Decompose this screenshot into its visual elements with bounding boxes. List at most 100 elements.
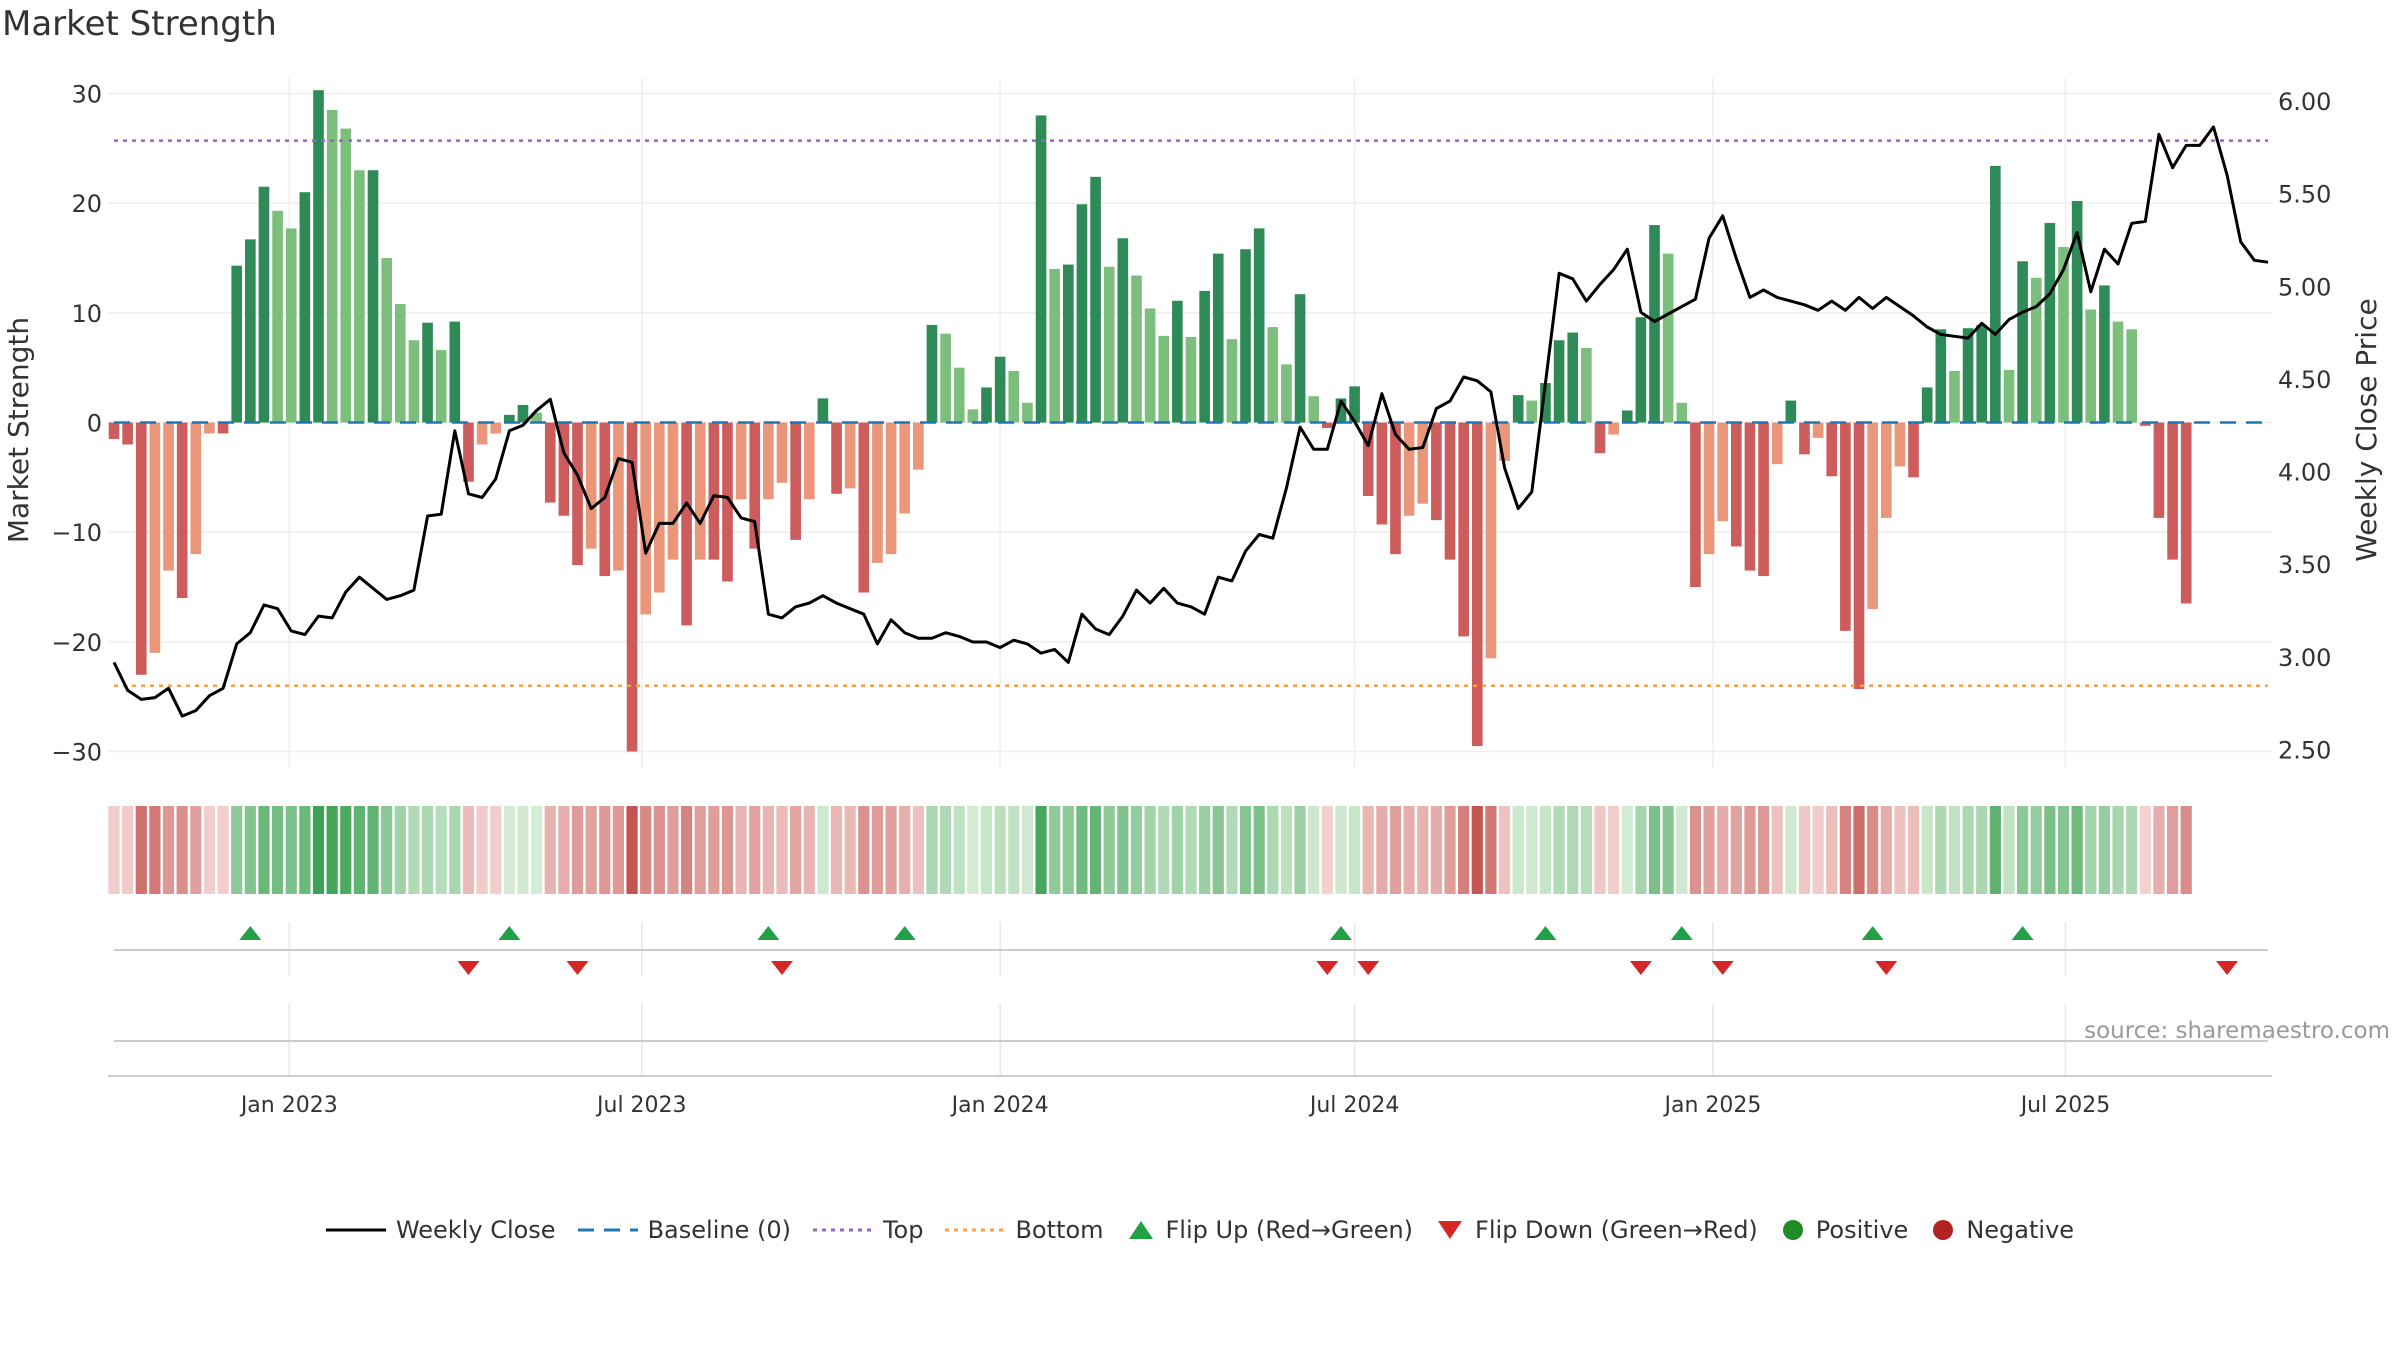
legend-item-flip-down: Flip Down (Green→Red) <box>1435 1216 1758 1244</box>
strength-bar <box>1144 308 1156 423</box>
x-tick-label: Jul 2024 <box>1308 1093 1400 1118</box>
flip-up-marker <box>757 926 780 940</box>
legend-item-negative: Negative <box>1930 1216 2074 1244</box>
heat-cell <box>162 806 175 894</box>
heat-cell <box>803 806 815 894</box>
heat-cell <box>1730 806 1742 894</box>
strength-bar <box>2126 329 2137 423</box>
strength-bar <box>1008 370 1020 423</box>
heat-cell <box>1226 806 1238 894</box>
heat-cell <box>1935 806 1947 894</box>
strength-bar <box>1335 398 1347 423</box>
heat-cell <box>2153 806 2165 894</box>
heat-cell <box>326 806 338 894</box>
strength-bar <box>1444 422 1456 560</box>
strength-bar <box>817 398 829 423</box>
heat-cell <box>2044 806 2056 894</box>
x-tick-label: Jul 2023 <box>595 1093 687 1118</box>
heat-cell <box>708 806 720 894</box>
strength-bar <box>449 321 461 423</box>
strength-bar <box>1880 422 1892 518</box>
heat-cell <box>1171 806 1183 894</box>
heat-cell <box>585 806 597 894</box>
strength-bar <box>2030 277 2042 423</box>
strength-bar <box>763 422 774 500</box>
strength-bar <box>1267 327 1279 423</box>
heat-cell <box>1948 806 1961 894</box>
flip-down-marker <box>1629 961 1652 975</box>
heat-cell <box>858 806 870 894</box>
strength-bar <box>613 422 624 571</box>
heat-cell <box>2003 806 2015 894</box>
y-tick-label-right: 3.50 <box>2278 551 2331 579</box>
strength-bar <box>2099 285 2110 423</box>
heat-cell <box>599 806 611 894</box>
strength-bar <box>1567 332 1579 423</box>
heat-cell <box>517 806 529 894</box>
y-tick-label-left: −30 <box>51 739 102 767</box>
strength-bar <box>694 422 706 560</box>
strength-bar <box>2044 222 2056 423</box>
strength-bar <box>394 304 406 423</box>
heat-cell <box>312 806 325 894</box>
heat-cell <box>190 806 202 894</box>
strength-bar <box>1212 253 1224 423</box>
strength-bar <box>1594 422 1606 454</box>
strength-bar <box>1512 395 1524 423</box>
heat-cell <box>1089 806 1102 894</box>
heat-cell <box>108 806 120 894</box>
weekly-close-line <box>112 125 2269 718</box>
heat-cell <box>640 806 652 894</box>
legend-line-icon <box>325 1228 386 1232</box>
strength-bar <box>2112 321 2124 423</box>
heat-cell <box>2139 806 2151 894</box>
heat-cell <box>926 806 938 894</box>
strength-bar <box>2180 422 2192 604</box>
heat-cell <box>203 806 216 894</box>
strength-bar <box>313 90 324 423</box>
strength-bar <box>1199 290 1210 423</box>
strength-bar <box>163 422 174 571</box>
heat-cell <box>1621 806 1633 894</box>
strength-bar <box>831 422 842 494</box>
strength-bar <box>1676 402 1688 423</box>
heat-cell <box>1267 806 1279 894</box>
heat-cell <box>1403 806 1415 894</box>
heat-cell <box>490 806 502 894</box>
strength-bar <box>872 422 883 563</box>
grid-lines <box>108 78 2272 1076</box>
heat-cell <box>244 806 256 894</box>
heat-cell <box>844 806 856 894</box>
heat-cell <box>762 806 774 894</box>
strength-bar <box>803 422 815 500</box>
flip-up-marker <box>239 926 262 940</box>
legend-label: Weekly Close <box>395 1216 556 1244</box>
heat-cell <box>1471 806 1483 894</box>
heat-cell <box>1976 806 1988 894</box>
heat-cell <box>940 806 952 894</box>
strength-bar <box>653 422 665 593</box>
strength-bar <box>1690 422 1701 588</box>
reference-lines <box>114 139 2268 687</box>
legend-item-flip-up: Flip Up (Red→Green) <box>1126 1216 1413 1244</box>
y-tick-label-right: 3.00 <box>2278 644 2331 672</box>
strength-bar <box>2167 422 2178 560</box>
strength-bar <box>1485 422 1497 659</box>
strength-bar <box>1976 324 1988 423</box>
heat-cell <box>408 806 420 894</box>
strength-bar <box>1376 422 1388 525</box>
strength-bar <box>149 422 161 653</box>
legend-label: Top <box>882 1216 924 1244</box>
heat-cell <box>435 806 447 894</box>
legend-label: Flip Down (Green→Red) <box>1475 1216 1758 1244</box>
strength-bar <box>926 324 938 423</box>
source-note: source: sharemaestro.com <box>2084 1018 2390 1044</box>
strength-bar <box>190 422 202 555</box>
heat-cell <box>531 806 543 894</box>
heat-cell <box>340 806 352 894</box>
heat-cell <box>394 806 406 894</box>
strength-bar <box>1553 340 1565 423</box>
heat-cell <box>776 806 788 894</box>
heat-cell <box>1757 806 1770 894</box>
heat-cell <box>2166 806 2179 894</box>
